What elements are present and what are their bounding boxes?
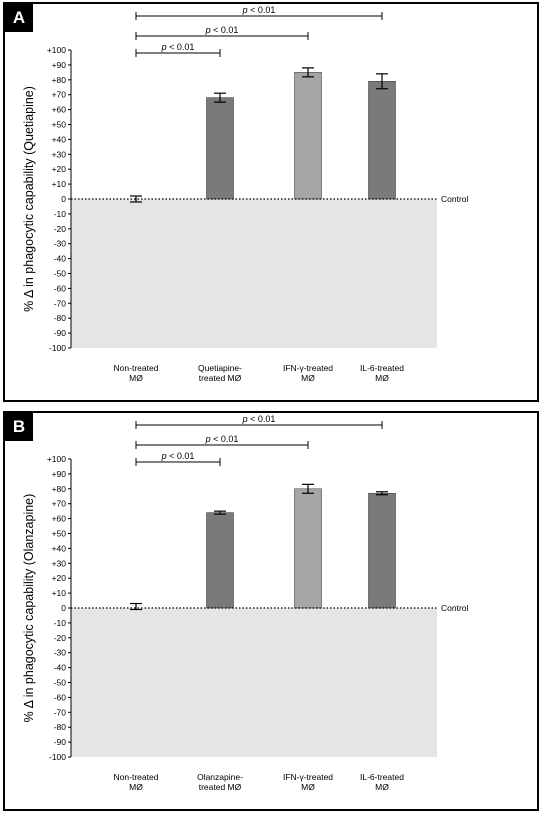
chart-a-negative-region — [71, 199, 437, 348]
chart-a-y-axis-label: % Δ in phagocytic capability (Quetiapine… — [22, 86, 36, 312]
chart-a-y-tick-label: -80 — [54, 313, 67, 323]
chart-b-y-tick-label: 0 — [61, 603, 66, 613]
chart-a-bar — [368, 80, 396, 200]
chart-a-y-tick-label: +80 — [52, 75, 67, 85]
chart-b-y-tick-label: -20 — [54, 633, 67, 643]
chart-a-category-label: MØ — [375, 373, 389, 383]
panel-label-b: B — [5, 413, 33, 441]
chart-b-bar — [294, 488, 322, 609]
chart-b-category-label: IL-6-treated — [360, 772, 404, 782]
chart-b-control-label: Control — [441, 603, 469, 613]
chart-b-y-tick-label: -100 — [49, 752, 66, 762]
chart-b-significance-label: p < 0.01 — [205, 434, 239, 444]
chart-a-category-label: MØ — [301, 373, 315, 383]
chart-a-category-label: MØ — [129, 373, 143, 383]
chart-a-significance-label: p < 0.01 — [205, 25, 239, 35]
chart-a-category-label: treated MØ — [199, 373, 242, 383]
chart-b-y-tick-label: -50 — [54, 678, 67, 688]
chart-a-y-tick-label: +40 — [52, 134, 67, 144]
chart-a-significance-label: p < 0.01 — [242, 5, 276, 15]
chart-b-y-tick-label: -40 — [54, 663, 67, 673]
chart-a-y-tick-label: +70 — [52, 90, 67, 100]
chart-a-y-tick-label: +60 — [52, 105, 67, 115]
chart-b-category-label: treated MØ — [199, 782, 242, 792]
chart-a-y-tick-label: +20 — [52, 164, 67, 174]
chart-a-y-tick-label: -50 — [54, 269, 67, 279]
chart-b-y-tick-label: +70 — [52, 499, 67, 509]
chart-b-significance-label: p < 0.01 — [242, 414, 276, 424]
chart-b-category-label: MØ — [301, 782, 315, 792]
chart-b-category-label: MØ — [375, 782, 389, 792]
chart-b-y-tick-label: +40 — [52, 543, 67, 553]
chart-b-y-tick-label: +90 — [52, 469, 67, 479]
chart-b-bar — [368, 492, 396, 609]
chart-a-y-tick-label: -70 — [54, 298, 67, 308]
chart-a-y-tick-label: -20 — [54, 224, 67, 234]
chart-b-y-tick-label: +50 — [52, 529, 67, 539]
chart-a-y-tick-label: -60 — [54, 283, 67, 293]
chart-b-y-tick-label: -30 — [54, 648, 67, 658]
chart-a-svg: +100+90+80+70+60+50+40+30+20+100-10-20-3… — [22, 5, 469, 383]
chart-panel-a: A +100 +90 +80 +70 +60 +50 +40 +30 +20 +10 0 -10 -20… — [3, 2, 539, 402]
chart-a-bar — [294, 72, 322, 200]
chart-b-category-label: IFN-γ-treated — [283, 772, 333, 782]
chart-b-y-tick-label: -80 — [54, 722, 67, 732]
chart-a-y-tick-label: -30 — [54, 239, 67, 249]
chart-b-category-label: Olanzapine- — [197, 772, 243, 782]
chart-a-significance-label: p < 0.01 — [161, 42, 195, 52]
panel-label-a: A — [5, 4, 33, 32]
chart-a-y-tick-label: +100 — [47, 45, 66, 55]
chart-b-y-tick-label: -60 — [54, 692, 67, 702]
chart-b-y-tick-label: +80 — [52, 484, 67, 494]
chart-b-svg: +100+90+80+70+60+50+40+30+20+100-10-20-3… — [22, 414, 469, 792]
chart-b-y-axis-label: % Δ in phagocytic capability (Olanzapine… — [22, 494, 36, 723]
chart-panel-b: B +100 +90 +80 +70 +60 +50 +40 +30 +20 +10 0 -10 -20… — [3, 411, 539, 811]
chart-a-y-tick-label: +50 — [52, 120, 67, 130]
chart-a-category-label: IL-6-treated — [360, 363, 404, 373]
chart-b-category-label: MØ — [129, 782, 143, 792]
chart-b-category-label: Non-treated — [114, 772, 159, 782]
chart-b-negative-region — [71, 608, 437, 757]
chart-a-control-label: Control — [441, 194, 469, 204]
chart-a-y-tick-label: +30 — [52, 149, 67, 159]
chart-a-bar — [206, 97, 234, 200]
chart-b-y-tick-label: -70 — [54, 707, 67, 717]
chart-b-y-tick-label: +20 — [52, 573, 67, 583]
chart-a-category-label: Quetiapine- — [198, 363, 242, 373]
chart-b-y-tick-label: +10 — [52, 588, 67, 598]
chart-a-y-tick-label: -100 — [49, 343, 66, 353]
chart-a-y-tick-label: +10 — [52, 179, 67, 189]
chart-b-y-tick-label: -90 — [54, 737, 67, 747]
chart-a-y-tick-label: -90 — [54, 328, 67, 338]
chart-a-y-tick-label: -10 — [54, 209, 67, 219]
chart-a-category-label: IFN-γ-treated — [283, 363, 333, 373]
chart-a-y-tick-label: 0 — [61, 194, 66, 204]
chart-a-category-label: Non-treated — [114, 363, 159, 373]
chart-b-y-tick-label: +30 — [52, 558, 67, 568]
chart-b-y-tick-label: -10 — [54, 618, 67, 628]
chart-b-y-tick-label: +60 — [52, 514, 67, 524]
chart-a-y-tick-label: +90 — [52, 60, 67, 70]
chart-a-y-tick-label: -40 — [54, 254, 67, 264]
chart-b-y-tick-label: +100 — [47, 454, 66, 464]
chart-b-significance-label: p < 0.01 — [161, 451, 195, 461]
chart-b-bar — [206, 512, 234, 609]
